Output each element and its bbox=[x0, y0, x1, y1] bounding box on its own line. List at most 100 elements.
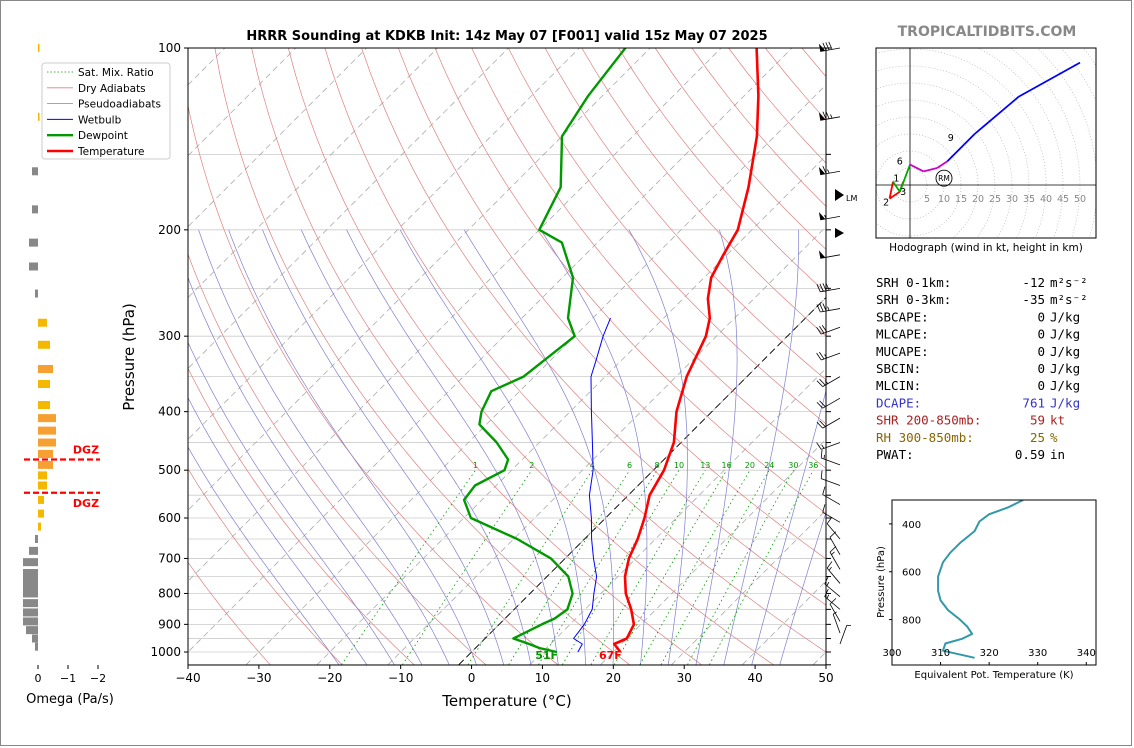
omega-bar bbox=[23, 608, 38, 617]
wind-barb-flag bbox=[818, 250, 826, 259]
dry-adiabat-line bbox=[324, 48, 826, 653]
omega-bar bbox=[32, 205, 38, 214]
wind-barb-shaft bbox=[822, 494, 841, 505]
omega-bar bbox=[38, 401, 50, 410]
x-tick-label: 40 bbox=[747, 671, 762, 685]
wind-barb-shaft bbox=[821, 326, 841, 335]
rm-marker-label: RM bbox=[938, 174, 950, 183]
wind-barb-half bbox=[832, 611, 837, 615]
mixing-ratio-label: 20 bbox=[745, 461, 755, 470]
index-label: SRH 0-3km: bbox=[876, 292, 951, 307]
wind-barb-shaft bbox=[822, 397, 841, 409]
index-value: 0 bbox=[1037, 327, 1045, 342]
y-tick-label: 1000 bbox=[150, 645, 181, 659]
index-unit: J/kg bbox=[1050, 309, 1080, 324]
temperature-line bbox=[612, 48, 760, 653]
wind-barb bbox=[816, 325, 841, 335]
wind-barb bbox=[818, 250, 841, 259]
wind-barb-full bbox=[816, 421, 823, 429]
wind-barb bbox=[824, 588, 841, 610]
hodo-tick-label: 50 bbox=[1074, 194, 1086, 205]
wind-barb bbox=[816, 376, 841, 387]
hodo-segment bbox=[974, 95, 1020, 135]
x-tick-label: −20 bbox=[317, 671, 342, 685]
mixing-ratio-line bbox=[538, 469, 658, 665]
hodo-tick-label: 40 bbox=[1040, 194, 1052, 205]
y-tick-label: 400 bbox=[158, 405, 181, 419]
moist-adiabat-line bbox=[695, 229, 738, 665]
wind-barb-full bbox=[822, 486, 826, 495]
omega-bar bbox=[23, 617, 38, 626]
x-tick-label: −30 bbox=[246, 671, 271, 685]
hodo-height-label: 1 bbox=[893, 174, 899, 185]
mixing-ratio-line bbox=[660, 469, 770, 665]
moist-adiabat-line bbox=[198, 229, 450, 665]
wind-barb-shaft bbox=[821, 442, 841, 450]
index-unit: m²s⁻² bbox=[1050, 275, 1088, 290]
wind-barb-full bbox=[819, 351, 825, 360]
chart-title: HRRR Sounding at KDKB Init: 14z May 07 [… bbox=[246, 29, 767, 44]
hodo-segment bbox=[963, 133, 976, 145]
wind-barb-full bbox=[819, 283, 824, 292]
moist-adiabat-line bbox=[399, 229, 586, 665]
wind-barb bbox=[820, 449, 841, 466]
y-tick-label: 100 bbox=[158, 41, 181, 55]
mixing-ratio-line bbox=[687, 470, 794, 665]
index-row: SRH 0-1km: -12 m²s⁻² bbox=[876, 275, 1088, 290]
mixing-ratio-line bbox=[341, 469, 476, 665]
hodograph-frame bbox=[875, 47, 1097, 239]
sounding-indices: SRH 0-1km: -12 m²s⁻² SRH 0-3km: -35 m²s⁻² SBCA… bbox=[876, 275, 1088, 462]
moist-adiabat-line bbox=[463, 229, 615, 665]
dry-adiabat-line bbox=[544, 48, 826, 381]
dry-adiabat-line bbox=[397, 48, 826, 560]
index-value: -35 bbox=[1022, 292, 1045, 307]
wind-barb-shaft bbox=[822, 376, 841, 387]
isotherm-line bbox=[188, 48, 793, 653]
wind-barb bbox=[816, 417, 841, 429]
omega-bar bbox=[32, 634, 38, 643]
wind-barb bbox=[816, 303, 841, 313]
wind-barb bbox=[816, 351, 841, 361]
index-row: DCAPE: 761 J/kg bbox=[876, 395, 1080, 410]
moist-adiabat-line bbox=[628, 229, 688, 665]
legend-label: Dry Adiabats bbox=[78, 83, 146, 95]
wind-barb bbox=[818, 166, 841, 176]
omega-bar bbox=[38, 414, 56, 423]
index-unit: % bbox=[1050, 430, 1058, 445]
y-tick-label: 600 bbox=[158, 511, 181, 525]
y-tick-label: 300 bbox=[158, 329, 181, 343]
wind-barb-half bbox=[824, 214, 827, 219]
mixing-ratio-line bbox=[561, 469, 680, 665]
wind-barb-shaft bbox=[824, 583, 841, 598]
hodo-segment bbox=[1018, 61, 1081, 98]
index-unit: kt bbox=[1050, 413, 1065, 428]
omega-bar bbox=[23, 558, 38, 567]
theta-y-tick-label: 400 bbox=[902, 520, 921, 531]
omega-bar bbox=[38, 380, 50, 389]
wind-barb-shaft bbox=[820, 308, 841, 313]
wind-barb-half bbox=[830, 114, 833, 119]
mixing-ratio-line bbox=[402, 469, 533, 665]
wind-barb-full bbox=[816, 284, 821, 292]
dgz-label: DGZ bbox=[73, 497, 99, 510]
dry-adiabat-line bbox=[188, 367, 415, 665]
wind-barb-flag bbox=[818, 112, 826, 121]
wind-barb-flag bbox=[818, 166, 826, 175]
index-row: SBCIN: 0 J/kg bbox=[876, 361, 1080, 376]
moist-adiabat-line bbox=[188, 276, 423, 665]
hodo-segment bbox=[923, 167, 938, 173]
wind-barb-full bbox=[820, 470, 823, 479]
dry-adiabat-line bbox=[361, 48, 826, 606]
brand-label: TROPICALTIDBITS.COM bbox=[898, 24, 1077, 40]
mixing-ratio-label: 36 bbox=[808, 461, 818, 470]
wind-barb-full bbox=[822, 166, 827, 174]
isotherm-line bbox=[812, 651, 826, 665]
dry-adiabat-line bbox=[471, 48, 826, 469]
wind-barb-shaft bbox=[821, 457, 841, 466]
index-value: 0 bbox=[1037, 309, 1045, 324]
wind-barb-full bbox=[816, 442, 822, 450]
moist-adiabat-line bbox=[540, 229, 648, 665]
skewt-ylabel: Pressure (hPa) bbox=[120, 303, 138, 411]
wind-barb-full bbox=[829, 546, 837, 553]
